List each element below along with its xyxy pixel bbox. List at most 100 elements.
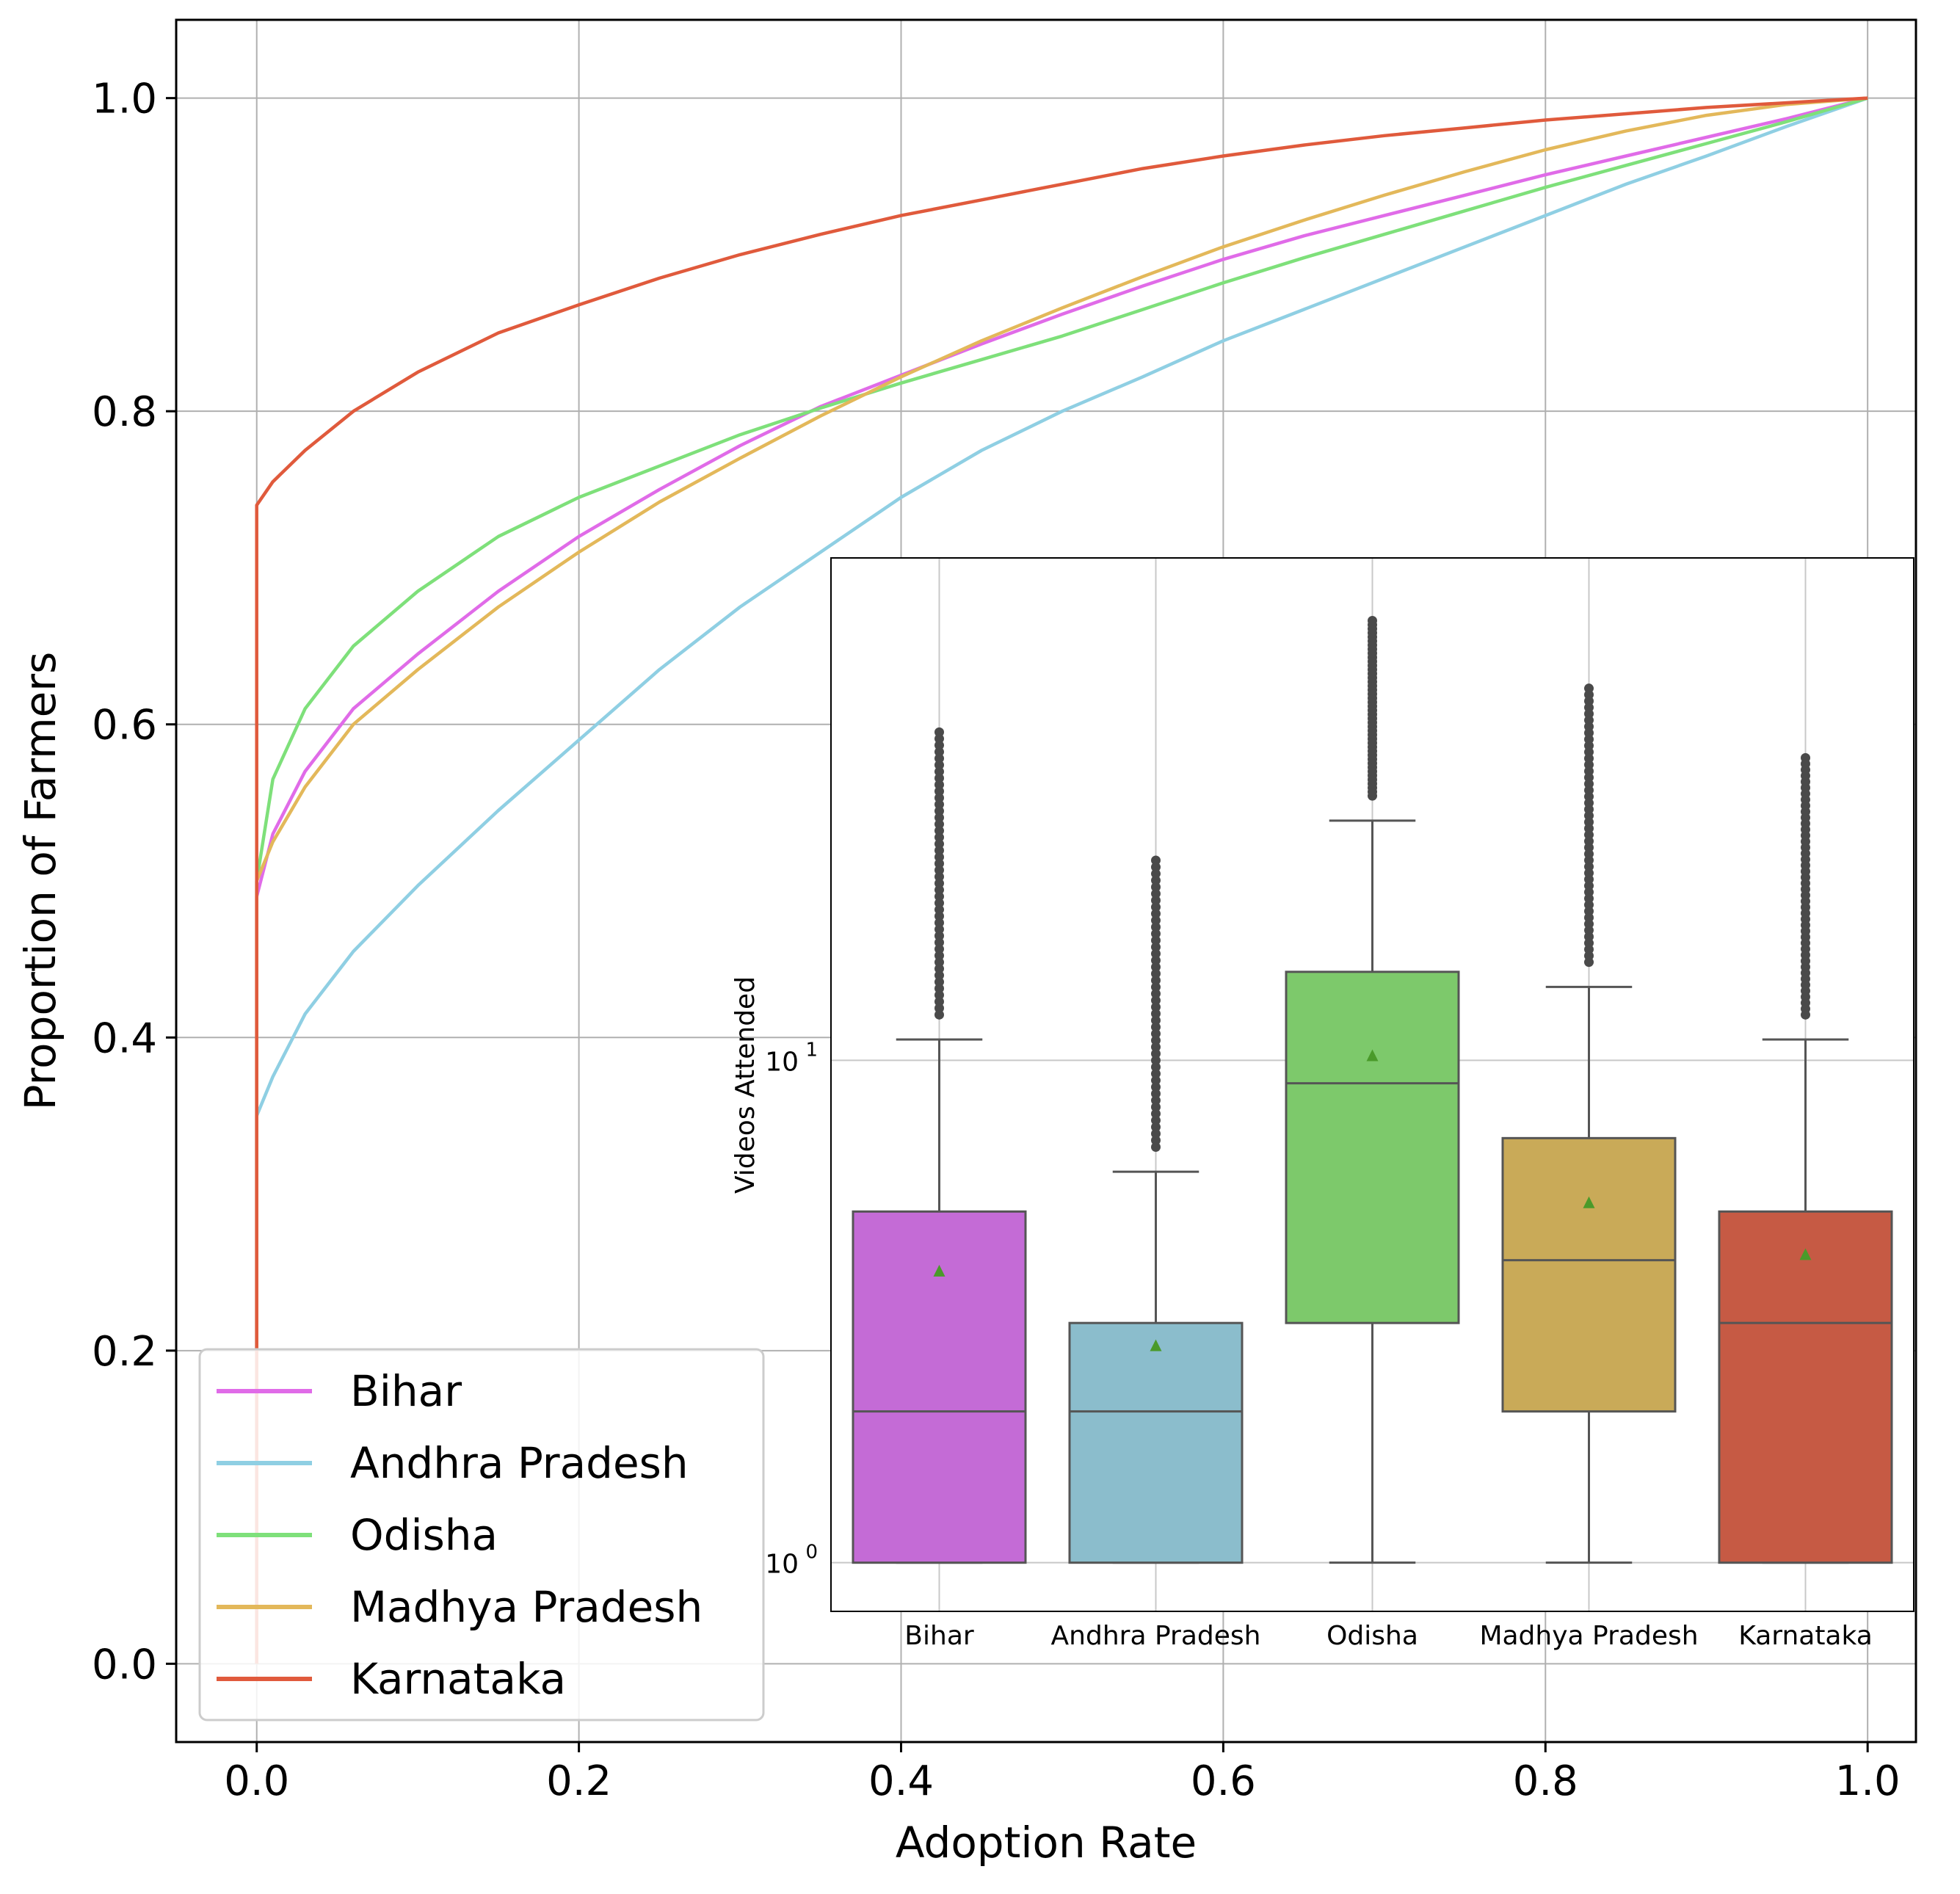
- box-madhya-pradesh: [1501, 683, 1677, 1564]
- box-outlier-point: [1151, 909, 1161, 919]
- box-outlier-point: [1151, 868, 1161, 879]
- box-outlier-point: [1151, 882, 1161, 892]
- box-outlier-point: [934, 793, 944, 803]
- box-outlier-point: [934, 924, 944, 935]
- main-chart: 0.0 0.2 0.4 0.6 0.8 1.0 0.0 0.2 0.4 0.6 0.8 1.0 Ado…: [15, 18, 1917, 1868]
- inset-y-tick-base: 10: [765, 1047, 799, 1077]
- box-outlier-point: [1151, 1089, 1161, 1099]
- box-outlier-point: [934, 1009, 944, 1020]
- box-outlier-point: [934, 918, 944, 928]
- box-outlier-point: [1151, 1142, 1161, 1152]
- box-outlier-point: [1151, 1075, 1161, 1086]
- box-body: [1501, 1136, 1677, 1413]
- inset-x-tick-label: Andhra Pradesh: [1051, 1621, 1261, 1651]
- box-outlier-point: [934, 786, 944, 797]
- box-outlier-point: [1151, 1069, 1161, 1079]
- box-outlier-point: [934, 891, 944, 901]
- legend-label: Odisha: [350, 1510, 498, 1560]
- box-outlier-point: [1151, 1115, 1161, 1125]
- y-tick-label: 0.6: [92, 702, 157, 750]
- y-tick-label: 0.2: [92, 1328, 157, 1376]
- legend-box: [198, 1348, 765, 1721]
- inset-y-tick-exponent: 1: [805, 1039, 818, 1061]
- box-outlier-point: [1151, 929, 1161, 939]
- box-outlier-point: [1801, 752, 1810, 763]
- box-karnataka: [1718, 752, 1893, 1564]
- box-outlier-point: [1151, 955, 1161, 965]
- y-tick-label: 0.0: [92, 1641, 157, 1688]
- box-outlier-point: [1151, 962, 1161, 972]
- box-outlier-point: [934, 832, 944, 843]
- inset-boxes: [852, 616, 1893, 1564]
- box-outlier-point: [1151, 982, 1161, 993]
- box-outlier-point: [1151, 975, 1161, 985]
- main-tick-labels: 0.0 0.2 0.4 0.6 0.8 1.0 0.0 0.2 0.4 0.6 0.8 1.0: [92, 76, 1901, 1805]
- legend-items: Bihar Andhra Pradesh Odisha Madhya Pradesh K…: [217, 1366, 703, 1704]
- box-mean-marker: [1799, 1248, 1812, 1260]
- box-outlier-point: [1151, 1048, 1161, 1059]
- legend: Bihar Andhra Pradesh Odisha Madhya Pradesh K…: [198, 1348, 765, 1721]
- box-outlier-point: [1151, 1015, 1161, 1026]
- box-outlier-point: [934, 898, 944, 908]
- legend-label: Bihar: [350, 1366, 462, 1416]
- box-outlier-point: [1151, 942, 1161, 952]
- box-outlier-point: [934, 839, 944, 849]
- inset-x-tick-label: Madhya Pradesh: [1479, 1621, 1698, 1651]
- box-outlier-point: [934, 1003, 944, 1013]
- box-outlier-point: [934, 813, 944, 823]
- box-outlier-point: [934, 911, 944, 921]
- box-outlier-point: [1151, 875, 1161, 885]
- box-outlier-point: [1151, 1109, 1161, 1119]
- box-odisha: [1285, 616, 1460, 1564]
- box-outlier-point: [934, 878, 944, 888]
- box-outlier-point: [1151, 948, 1161, 959]
- inset-x-tick-label: Karnataka: [1738, 1621, 1873, 1651]
- box-outlier-point: [1151, 1055, 1161, 1065]
- box-outlier-point: [1151, 1035, 1161, 1045]
- inset-y-tick-label: 10: [765, 1550, 799, 1580]
- box-outlier-point: [1151, 989, 1161, 999]
- box-body: [1285, 970, 1460, 1324]
- box-outlier-point: [934, 904, 944, 915]
- box-outlier-point: [1151, 1022, 1161, 1032]
- box-outlier-point: [1151, 1128, 1161, 1139]
- box-outlier-point: [1151, 1102, 1161, 1112]
- inset-y-tick-exponent: 0: [805, 1542, 818, 1564]
- box-outlier-point: [1151, 922, 1161, 932]
- box-outlier-point: [1151, 1122, 1161, 1132]
- main-plot-frame: [175, 18, 1917, 1744]
- y-tick-label: 0.8: [92, 388, 157, 436]
- series-line-madhya-pradesh: [255, 96, 1868, 1664]
- box-outlier-point: [934, 740, 944, 750]
- box-outlier-point: [934, 984, 944, 994]
- box-outlier-point: [934, 747, 944, 757]
- inset-x-tick-label: Odisha: [1326, 1621, 1418, 1651]
- box-outlier-point: [934, 996, 944, 1006]
- x-axis-label: Adoption Rate: [896, 1818, 1197, 1868]
- box-outlier-point: [934, 990, 944, 1000]
- x-tick-label: 0.6: [1191, 1757, 1256, 1805]
- y-axis-label: Proportion of Farmers: [15, 652, 65, 1111]
- box-outlier-point: [1151, 1042, 1161, 1052]
- box-outlier-point: [1368, 616, 1377, 626]
- box-outlier-point: [934, 727, 944, 737]
- inset-y-tick-label: 10: [765, 1047, 799, 1077]
- box-outlier-point: [934, 858, 944, 868]
- box-mean-marker: [1583, 1196, 1595, 1208]
- box-outlier-point: [934, 780, 944, 790]
- box-andhra-pradesh: [1068, 855, 1244, 1564]
- box-outlier-point: [934, 760, 944, 770]
- box-outlier-point: [1584, 683, 1594, 694]
- box-outlier-point: [934, 773, 944, 783]
- box-outlier-point: [1151, 995, 1161, 1006]
- box-outlier-point: [934, 852, 944, 862]
- legend-label: Andhra Pradesh: [350, 1438, 689, 1488]
- x-tick-label: 0.0: [224, 1757, 289, 1805]
- box-outlier-point: [934, 766, 944, 777]
- box-outlier-point: [934, 826, 944, 836]
- box-mean-marker: [933, 1264, 945, 1277]
- box-outlier-point: [934, 970, 944, 981]
- box-outlier-point: [934, 865, 944, 875]
- inset-x-tick-label: Bihar: [904, 1621, 974, 1651]
